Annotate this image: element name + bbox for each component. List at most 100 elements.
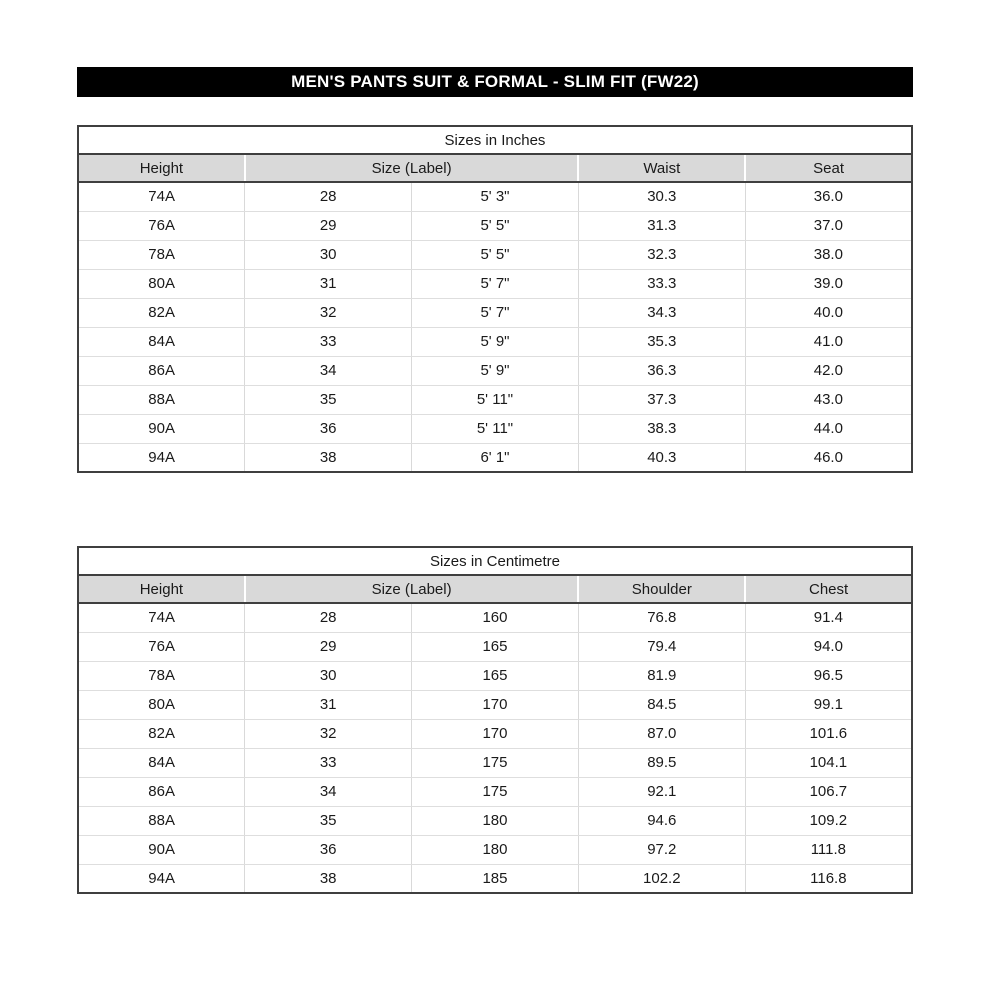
table-cell: 94A xyxy=(148,869,175,887)
table-cell: 91.4 xyxy=(744,603,912,633)
table-cell: 94.0 xyxy=(744,632,912,662)
table-cell: 78A xyxy=(78,661,245,691)
table-cell: 44.0 xyxy=(744,414,912,444)
table-cell: 185 xyxy=(411,864,579,893)
table-cell: 180 xyxy=(411,835,579,865)
table-cell: 30 xyxy=(244,661,412,691)
table-cell: 82A xyxy=(78,298,245,328)
table-cell: 41.0 xyxy=(744,327,912,357)
table-cell: 5' 9" xyxy=(411,356,579,386)
table-row: 90A 36 180 97.2 111.8 xyxy=(78,835,912,865)
table-cell: 35 xyxy=(244,806,412,836)
table-cell: 81.9 xyxy=(577,661,746,691)
table-cell: 32 xyxy=(244,298,412,328)
table-cell: 31 xyxy=(244,269,412,299)
table-cell: 38.0 xyxy=(744,240,912,270)
table-cell: 37.3 xyxy=(577,385,746,415)
table-row: 78A 30 5' 5" 32.3 38.0 xyxy=(78,240,912,270)
column-header-height: Height xyxy=(78,575,245,604)
table-row: 80A 31 5' 7" 33.3 39.0 xyxy=(78,269,912,299)
table-cell: 74A xyxy=(78,603,245,633)
column-header-height: Height xyxy=(78,154,245,183)
table-cell: 89.5 xyxy=(577,748,746,778)
table-cell: 160 xyxy=(411,603,579,633)
table-row: 80A 31 170 84.5 99.1 xyxy=(78,690,912,720)
table-cell: 34.3 xyxy=(577,298,746,328)
table-cell: 170 xyxy=(411,719,579,749)
table-cell: 32 xyxy=(244,719,412,749)
table-body: 74A 28 5' 3" 30.3 36.0 76A 29 5' 5" 31.3 37.0 78A 3… xyxy=(78,182,912,472)
table-cell: 28 xyxy=(244,182,412,212)
table-cell: 111.8 xyxy=(744,835,912,865)
table-cell: 116.8 xyxy=(744,864,912,893)
table-cell: 165 xyxy=(411,661,579,691)
table-cell: 28 xyxy=(244,603,412,633)
table-row: 86A 34 175 92.1 106.7 xyxy=(78,777,912,807)
table-cell: 30 xyxy=(244,240,412,270)
table-cell: 36.0 xyxy=(744,182,912,212)
table-caption: Sizes in Centimetre xyxy=(78,547,912,576)
table-row: 82A 32 170 87.0 101.6 xyxy=(78,719,912,749)
table-cell: 175 xyxy=(411,777,579,807)
table-cell: 5' 7" xyxy=(411,298,579,328)
table-cell: 38 xyxy=(244,864,412,893)
table-row: 86A 34 5' 9" 36.3 42.0 xyxy=(78,356,912,386)
table-cell: 101.6 xyxy=(744,719,912,749)
table-cell: 6' 1" xyxy=(411,443,579,472)
table-cell: 90A xyxy=(78,414,245,444)
table-cell: 35.3 xyxy=(577,327,746,357)
table-cell: 29 xyxy=(244,632,412,662)
table-cell: 29 xyxy=(244,211,412,241)
table-row: 76A 29 165 79.4 94.0 xyxy=(78,632,912,662)
table-row: 88A 35 180 94.6 109.2 xyxy=(78,806,912,836)
table-cell: 94A xyxy=(148,448,175,466)
table-cell: 31 xyxy=(244,690,412,720)
table-cell: 74A xyxy=(78,182,245,212)
table-cell: 99.1 xyxy=(744,690,912,720)
column-header-waist: Waist xyxy=(577,154,746,183)
table-cell: 84A xyxy=(78,327,245,357)
table-cell: 170 xyxy=(411,690,579,720)
table-cell: 40.0 xyxy=(744,298,912,328)
table-cell: 33 xyxy=(244,748,412,778)
table-cell: 109.2 xyxy=(744,806,912,836)
table-cell: 39.0 xyxy=(744,269,912,299)
table-cell: 5' 7" xyxy=(411,269,579,299)
table-cell: 97.2 xyxy=(577,835,746,865)
table-cell: 87.0 xyxy=(577,719,746,749)
table-row: 78A 30 165 81.9 96.5 xyxy=(78,661,912,691)
table-cell: 82A xyxy=(78,719,245,749)
table-cell: 90A xyxy=(78,835,245,865)
table-row: 84A 33 5' 9" 35.3 41.0 xyxy=(78,327,912,357)
table-cell: 5' 11" xyxy=(411,385,579,415)
table-header-row: Height Size (Label) Shoulder Chest xyxy=(78,575,912,604)
table-caption: Sizes in Inches xyxy=(78,126,912,155)
table-cell: 33 xyxy=(244,327,412,357)
table-cell: 35 xyxy=(244,385,412,415)
column-header-chest: Chest xyxy=(744,575,912,604)
table-cell: 33.3 xyxy=(577,269,746,299)
table-cell: 34 xyxy=(244,777,412,807)
table-cell: 5' 9" xyxy=(411,327,579,357)
table-cell: 106.7 xyxy=(744,777,912,807)
table-cell: 165 xyxy=(411,632,579,662)
table-cell: 102.2 xyxy=(577,864,746,893)
column-header-size-label: Size (Label) xyxy=(243,575,579,604)
table-cell: 36.3 xyxy=(577,356,746,386)
table-cell: 86A xyxy=(78,356,245,386)
sizes-in-centimetre-table: Sizes in Centimetre Height Size (Label) … xyxy=(77,546,913,894)
table-cell: 31.3 xyxy=(577,211,746,241)
table-cell: 5' 5" xyxy=(411,240,579,270)
table-cell: 88A xyxy=(78,385,245,415)
table-row: 94A 38 6' 1" 40.3 46.0 xyxy=(78,443,912,472)
table-cell: 5' 3" xyxy=(411,182,579,212)
table-cell: 175 xyxy=(411,748,579,778)
table-cell: 38.3 xyxy=(577,414,746,444)
table-cell: 36 xyxy=(244,414,412,444)
table-row: 88A 35 5' 11" 37.3 43.0 xyxy=(78,385,912,415)
table-cell: 5' 5" xyxy=(411,211,579,241)
table-cell: 38 xyxy=(244,443,412,472)
table-cell: 94.6 xyxy=(577,806,746,836)
table-header-row: Height Size (Label) Waist Seat xyxy=(78,154,912,183)
